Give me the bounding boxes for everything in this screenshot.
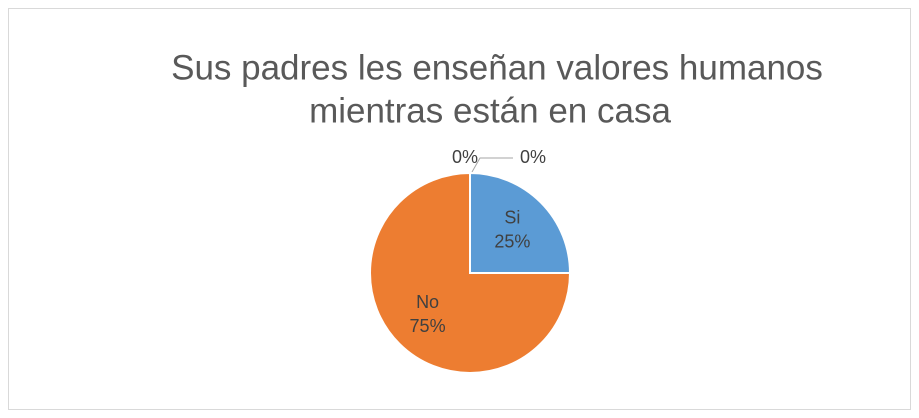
- chart-title: Sus padres les enseñan valores humanos: [171, 48, 823, 87]
- value-label: 25%: [494, 231, 530, 251]
- value-label: 0%: [452, 147, 478, 167]
- value-label: 75%: [410, 316, 446, 336]
- category-label: No: [416, 292, 439, 312]
- category-label: Si: [504, 207, 520, 227]
- value-label: 0%: [520, 147, 546, 167]
- chart-title: mientras están en casa: [309, 91, 671, 130]
- pie-slice: [469, 171, 572, 274]
- leader-line: [471, 157, 513, 173]
